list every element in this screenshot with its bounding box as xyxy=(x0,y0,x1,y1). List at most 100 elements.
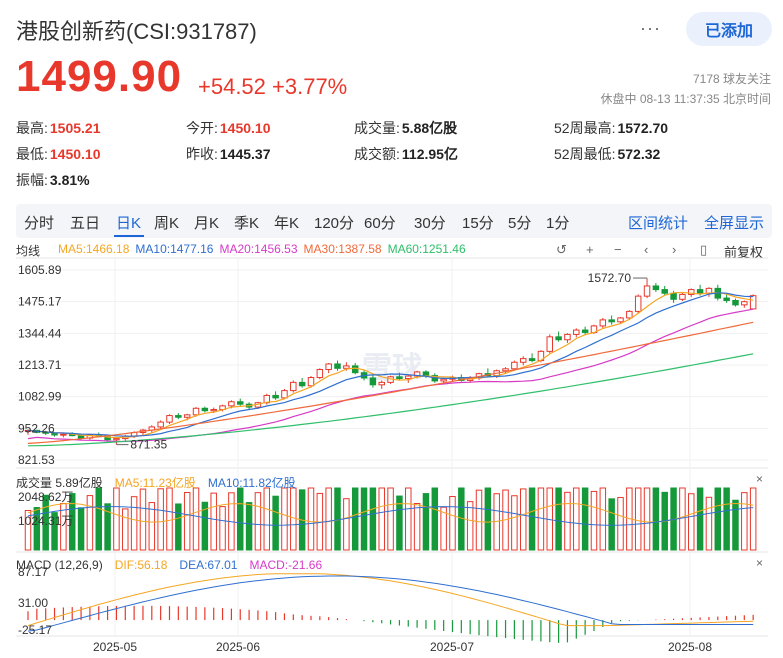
more-icon[interactable]: ··· xyxy=(640,18,661,38)
next-icon[interactable]: › xyxy=(672,242,677,257)
candle-body xyxy=(546,336,554,352)
volume-bar xyxy=(104,503,111,551)
stat-value: 1505.21 xyxy=(49,120,101,136)
candle-body xyxy=(113,438,120,441)
fullscreen-button[interactable]: 全屏显示 xyxy=(704,215,765,232)
stat-value: 3.81% xyxy=(49,172,90,188)
tab-2[interactable]: 日K xyxy=(116,215,142,232)
followers-count[interactable]: 7178 球友关注 xyxy=(692,72,771,86)
legend-item: MA5:11.23亿股 xyxy=(114,476,196,490)
candle-body xyxy=(741,301,748,306)
volume-bar xyxy=(749,487,757,551)
volume-bar xyxy=(281,487,288,551)
candle-body xyxy=(192,407,200,416)
candle-body xyxy=(281,390,288,399)
add-watchlist-button[interactable]: 已添加 xyxy=(686,12,772,46)
volume-bar xyxy=(175,503,182,551)
candle-body xyxy=(634,295,642,312)
volume-bar xyxy=(732,499,739,551)
y-tick-label: 1213.71 xyxy=(18,358,62,372)
tab-4[interactable]: 月K xyxy=(194,215,220,232)
volume-bar xyxy=(245,502,253,551)
zoom-in-icon[interactable]: + xyxy=(586,242,594,257)
candle-body xyxy=(228,401,235,407)
prev-icon[interactable]: ‹ xyxy=(644,242,649,257)
volume-bar xyxy=(325,487,332,551)
candle-body xyxy=(670,292,677,300)
legend-item: MA5:1466.18 xyxy=(58,242,130,256)
stat-value: 5.88亿股 xyxy=(401,120,458,136)
tab-1[interactable]: 五日 xyxy=(70,215,101,232)
high-annotation: 1572.70 xyxy=(588,271,632,285)
candle-body xyxy=(290,381,297,392)
volume-bar xyxy=(599,487,607,551)
range-stats-button[interactable]: 区间统计 xyxy=(628,215,689,232)
candle-body xyxy=(749,295,757,310)
volume-bar xyxy=(413,503,421,551)
volume-bar xyxy=(688,493,695,551)
volume-bar xyxy=(590,490,598,551)
tab-12[interactable]: 1分 xyxy=(546,215,570,232)
reset-icon[interactable]: ↺ xyxy=(556,242,567,257)
ma-line-MA30 xyxy=(27,321,754,444)
stat-value: 1572.70 xyxy=(617,120,669,136)
volume-bar xyxy=(42,494,49,551)
stat-label: 最高: xyxy=(16,120,48,136)
candle-body xyxy=(201,407,209,412)
close-volume-icon[interactable]: × xyxy=(756,472,764,486)
volume-bar xyxy=(643,487,651,551)
volume-bar xyxy=(537,487,545,551)
candle-body xyxy=(688,289,695,295)
market-status: 休盘中 08-13 11:37:35 北京时间 xyxy=(600,92,771,106)
tab-0[interactable]: 分时 xyxy=(24,215,55,232)
volume-bar xyxy=(555,487,562,551)
tab-6[interactable]: 年K xyxy=(274,215,300,232)
volume-bar xyxy=(714,487,722,551)
tab-9[interactable]: 30分 xyxy=(414,215,446,232)
candle-body xyxy=(652,285,660,291)
stat-value: 1450.10 xyxy=(49,146,101,162)
volume-bar xyxy=(608,498,615,551)
adjust-icon[interactable]: ▯ xyxy=(700,242,708,257)
adjust-mode-label[interactable]: 前复权 xyxy=(724,245,764,260)
volume-bar xyxy=(201,501,209,551)
volume-bar xyxy=(573,487,580,551)
tab-3[interactable]: 周K xyxy=(154,215,180,232)
page-title: 港股创新药(CSI:931787) xyxy=(16,19,257,44)
volume-bar xyxy=(130,496,138,551)
candle-body xyxy=(661,289,668,294)
volume-bar xyxy=(360,487,368,551)
volume-y-tick: 2048.62万 xyxy=(18,490,73,504)
stat-label: 最低: xyxy=(16,146,48,162)
zoom-out-icon[interactable]: − xyxy=(614,242,622,257)
ma-line-MA5 xyxy=(27,291,754,439)
volume-bar xyxy=(210,492,217,551)
x-tick-label: 2025-06 xyxy=(216,640,260,654)
volume-bar xyxy=(148,502,156,551)
tab-8[interactable]: 60分 xyxy=(364,215,396,232)
volume-bar xyxy=(351,487,359,551)
tab-5[interactable]: 季K xyxy=(234,215,260,232)
y-tick-label: 1344.44 xyxy=(18,326,62,340)
y-tick-label: 1475.17 xyxy=(18,295,62,309)
active-tab-underline xyxy=(114,235,144,237)
tab-7[interactable]: 120分 xyxy=(314,215,355,232)
stat-value: 112.95亿 xyxy=(401,146,458,162)
volume-bar xyxy=(581,487,589,551)
candle-body xyxy=(272,394,279,399)
close-macd-icon[interactable]: × xyxy=(756,556,764,570)
candle-body xyxy=(183,414,191,418)
stat-item: 振幅: 3.81% xyxy=(16,170,90,190)
tab-11[interactable]: 5分 xyxy=(508,215,532,232)
stat-item: 最高: 1505.21 xyxy=(16,118,101,138)
candle-body xyxy=(502,368,509,372)
candle-body xyxy=(236,401,244,405)
y-tick-label: 821.53 xyxy=(18,453,55,467)
tab-10[interactable]: 15分 xyxy=(462,215,494,232)
volume-ma-line xyxy=(27,506,754,526)
candle-body xyxy=(626,310,633,319)
volume-bar xyxy=(634,487,642,551)
stat-item: 最低: 1450.10 xyxy=(16,144,101,164)
volume-bar xyxy=(307,487,315,551)
